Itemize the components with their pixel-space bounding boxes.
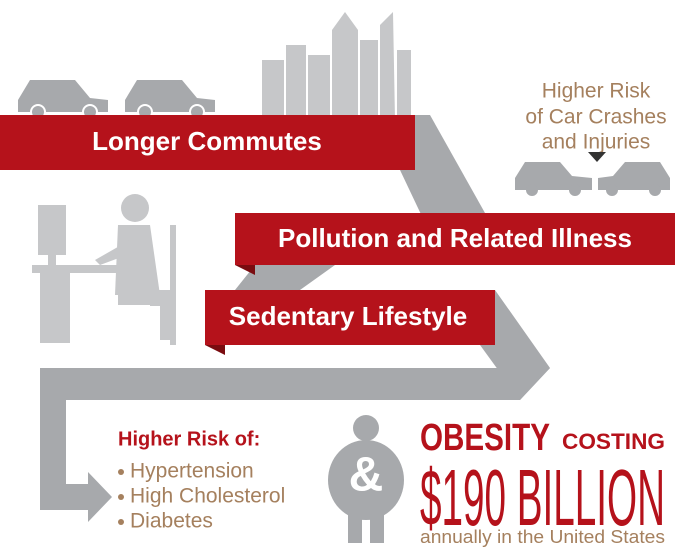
crash-risk-line: and Injuries bbox=[542, 131, 651, 154]
risks-heading: Higher Risk of: bbox=[118, 428, 260, 450]
bar-fold bbox=[205, 345, 225, 355]
crash-risk-line: of Car Crashes bbox=[525, 106, 666, 129]
risk-item: High Cholesterol bbox=[130, 485, 285, 508]
bullet bbox=[118, 519, 124, 525]
city-skyline bbox=[262, 12, 411, 120]
amount-note: annually in the United States bbox=[420, 527, 665, 547]
cars bbox=[18, 80, 215, 120]
bullet bbox=[118, 494, 124, 500]
ampersand: & bbox=[349, 449, 384, 502]
bar-fold bbox=[235, 265, 255, 275]
desk-worker bbox=[32, 194, 176, 345]
risk-item: Diabetes bbox=[130, 510, 213, 533]
infographic: Longer Commutes Pollution and Related Il… bbox=[0, 0, 686, 548]
costing: COSTING bbox=[562, 429, 665, 454]
bullet bbox=[118, 469, 124, 475]
risk-item: Hypertension bbox=[130, 460, 254, 483]
commutes-label: Longer Commutes bbox=[92, 126, 322, 156]
sedentary-label: Sedentary Lifestyle bbox=[229, 301, 467, 331]
pointer bbox=[588, 152, 606, 162]
pollution-label: Pollution and Related Illness bbox=[278, 223, 632, 253]
crash-risk-line: Higher Risk bbox=[542, 80, 651, 103]
crash-cars bbox=[515, 162, 670, 196]
